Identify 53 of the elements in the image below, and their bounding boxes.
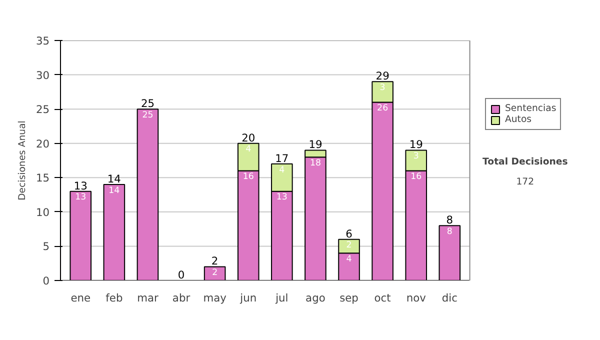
total-label: 13 (74, 179, 88, 192)
x-tick-label: may (203, 292, 226, 304)
total-label: 19 (308, 138, 322, 152)
data-label: 13 (75, 192, 86, 203)
data-label: 4 (279, 165, 286, 176)
data-label: 4 (346, 254, 352, 264)
total-label: 14 (107, 172, 122, 186)
y-tick-label: 0 (42, 274, 50, 288)
x-tick-label: dic (442, 292, 458, 304)
y-tick-label: 5 (42, 240, 50, 254)
data-label: 26 (377, 104, 388, 114)
total-label: 20 (242, 131, 256, 144)
total-label: 6 (346, 227, 353, 240)
data-label: 25 (142, 110, 154, 120)
y-tick-label: 20 (36, 137, 50, 150)
legend-label: Sentencias (505, 103, 556, 114)
data-label: 3 (413, 152, 419, 162)
y-axis-title: Decisiones Anual (16, 120, 28, 200)
data-label: 13 (276, 192, 288, 203)
data-label: 14 (108, 186, 120, 196)
legend-label: Autos (505, 114, 532, 125)
y-tick-label: 15 (36, 172, 50, 185)
data-label: 8 (446, 227, 452, 238)
y-tick-label: 35 (36, 34, 50, 48)
x-tick-label: jun (239, 292, 257, 304)
x-tick-label: abr (172, 292, 191, 304)
data-label: 2 (346, 240, 352, 251)
x-tick-label: mar (137, 292, 159, 304)
x-tick-label: ene (70, 292, 91, 304)
total-label: 8 (446, 214, 454, 227)
data-label: 18 (310, 158, 321, 168)
data-label: 3 (380, 83, 386, 94)
total-label: 29 (376, 70, 390, 83)
total-label: 2 (211, 254, 218, 268)
text: Total Decisiones (482, 156, 568, 168)
total-label: 0 (178, 268, 185, 282)
total-label: 25 (140, 97, 155, 110)
x-tick-label: ago (306, 292, 326, 304)
y-tick-label: 25 (36, 103, 50, 116)
data-label: 4 (246, 144, 252, 155)
text: 172 (516, 176, 534, 188)
x-tick-label: feb (106, 292, 123, 304)
y-tick-label: 30 (36, 68, 50, 82)
data-label: 2 (212, 268, 218, 278)
x-tick-label: sep (340, 292, 359, 304)
y-tick-label: 10 (36, 206, 50, 219)
total-label: 17 (275, 152, 289, 165)
data-label: 16 (410, 172, 422, 182)
data-label: 16 (242, 172, 254, 182)
total-label: 19 (409, 138, 424, 152)
x-tick-label: oct (374, 292, 391, 304)
x-tick-label: nov (406, 292, 426, 304)
x-tick-label: jul (274, 292, 288, 304)
